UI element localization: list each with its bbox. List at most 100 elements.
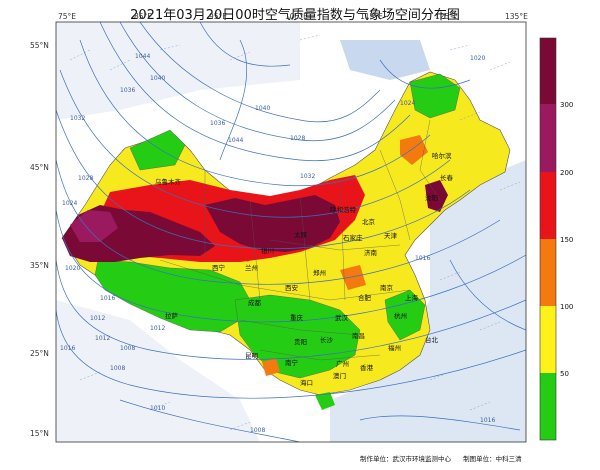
- colorbar-tick: 200: [560, 169, 573, 177]
- city-label: 济南: [364, 248, 378, 257]
- purple-region-west: [70, 210, 118, 242]
- lon-tick-label: 75°E: [58, 12, 76, 21]
- map-frame: [55, 21, 527, 443]
- isobar-label: 1044: [228, 137, 243, 144]
- city-label: 武汉: [335, 313, 349, 322]
- city-label: 长春: [440, 173, 454, 182]
- lon-tick-label: 105°E: [285, 12, 308, 21]
- north-shading: [56, 22, 300, 120]
- isobar-label: 1032: [300, 173, 315, 180]
- lake-shading: [340, 40, 430, 80]
- city-label: 香港: [360, 363, 374, 372]
- city-label: 广州: [336, 359, 349, 368]
- south-green-region: [234, 294, 361, 379]
- colorbar-tick: 100: [560, 303, 573, 311]
- city-label: 天津: [384, 232, 398, 240]
- lon-tick-label: 95°E: [209, 12, 227, 21]
- producer-credit: 制作单位：武汉市环境监测中心: [360, 455, 451, 463]
- city-label: 成都: [248, 298, 262, 307]
- map-footer: 制作单位：武汉市环境监测中心 制图单位：中科三清: [360, 453, 532, 463]
- northeast-green-region: [409, 73, 461, 119]
- colorbar-frame: [539, 37, 557, 441]
- isobar-label: 1012: [90, 315, 105, 322]
- aqi-colorbar: 300 200 150 100 50: [539, 37, 573, 441]
- isobar-label: 1008: [250, 427, 265, 434]
- city-label: 上海: [405, 293, 419, 302]
- isobar-label: 1028: [78, 175, 93, 182]
- isobar-label: 1028: [290, 135, 305, 142]
- isobar-label: 1016: [100, 295, 115, 302]
- city-label: 银川: [261, 246, 274, 255]
- city-label: 呼和浩特: [330, 205, 357, 214]
- city-label: 拉萨: [165, 311, 179, 320]
- wind-field: [69, 34, 521, 431]
- orange-patch-south: [262, 358, 280, 376]
- colorbar-segment-300: [540, 38, 556, 104]
- north-green-region: [129, 129, 186, 171]
- colorbar-tick: 300: [560, 101, 573, 109]
- cartographer-credit: 制图单位：中科三清: [463, 455, 522, 463]
- isobar-label: 1016: [415, 255, 430, 262]
- isobar-lines: [56, 22, 526, 442]
- isobar-label: 1016: [480, 417, 495, 424]
- city-label: 乌鲁木齐: [155, 177, 182, 186]
- city-label: 长沙: [320, 335, 334, 344]
- colorbar-segment-100: [540, 239, 556, 306]
- isobar-label: 1010: [150, 405, 165, 412]
- colorbar-tick: 150: [560, 236, 573, 244]
- lat-tick-label: 15°N: [30, 429, 49, 438]
- isobar-label: 1008: [120, 345, 135, 352]
- sea-shading: [330, 160, 526, 442]
- city-label: 沈阳: [425, 193, 438, 202]
- city-label: 贵阳: [294, 337, 307, 346]
- longitude-axis: 75°E 85°E 95°E 105°E 115°E 125°E 135°E: [58, 12, 528, 21]
- city-label: 杭州: [394, 311, 407, 320]
- isobar-label: 1012: [150, 325, 165, 332]
- isobar-labels: 1044 1040 1036 1032 1028 1024 1020 1016 …: [60, 53, 495, 434]
- isobar-label: 1012: [95, 335, 110, 342]
- lat-tick-label: 55°N: [30, 41, 49, 50]
- city-label: 昆明: [245, 352, 259, 360]
- isobar-label: 1016: [60, 345, 75, 352]
- maroon-region-central: [205, 195, 340, 252]
- isobar-label: 1024: [400, 100, 415, 107]
- lat-tick-label: 45°N: [30, 163, 49, 172]
- lon-tick-label: 115°E: [360, 12, 383, 21]
- isobar-label: 1044: [135, 53, 150, 60]
- latitude-axis: 55°N 45°N 35°N 25°N 15°N: [30, 41, 49, 438]
- city-label: 西安: [285, 283, 299, 292]
- province-borders: [159, 119, 441, 361]
- isobar-label: 1032: [70, 115, 85, 122]
- isobar-label: 1036: [210, 120, 225, 127]
- colorbar-segment-200: [540, 104, 556, 172]
- city-label: 重庆: [290, 313, 304, 322]
- city-label: 台北: [425, 335, 439, 344]
- city-label: 南昌: [352, 331, 365, 340]
- city-label: 北京: [362, 217, 376, 226]
- west-green-region: [94, 259, 251, 333]
- colorbar-segment-0: [540, 373, 556, 440]
- city-label: 兰州: [245, 263, 258, 272]
- city-label: 郑州: [313, 269, 326, 277]
- city-label: 合肥: [358, 293, 372, 302]
- lat-tick-label: 25°N: [30, 349, 49, 358]
- colorbar-tick: 50: [560, 370, 569, 378]
- orange-patch-east: [340, 265, 366, 290]
- isobar-label: 1040: [255, 105, 270, 112]
- maroon-region-northeast: [425, 180, 448, 212]
- isobar-label: 1020: [65, 265, 80, 272]
- lon-tick-label: 125°E: [435, 12, 458, 21]
- coast-green-patch: [315, 392, 335, 410]
- city-labels: 乌鲁木齐 呼和浩特 沈阳 哈尔滨 长春 银川 太原 北京 天津 石家庄 济南 西…: [155, 151, 454, 387]
- lon-tick-label: 85°E: [134, 12, 152, 21]
- isobar-label: 1036: [120, 87, 135, 94]
- city-label: 福州: [388, 343, 401, 352]
- colorbar-segment-150: [540, 172, 556, 239]
- city-label: 太原: [294, 230, 308, 239]
- city-label: 海口: [300, 378, 313, 387]
- city-label: 南京: [380, 283, 394, 292]
- city-label: 南宁: [285, 358, 299, 367]
- city-label: 石家庄: [343, 233, 363, 242]
- isobar-label: 1040: [150, 75, 165, 82]
